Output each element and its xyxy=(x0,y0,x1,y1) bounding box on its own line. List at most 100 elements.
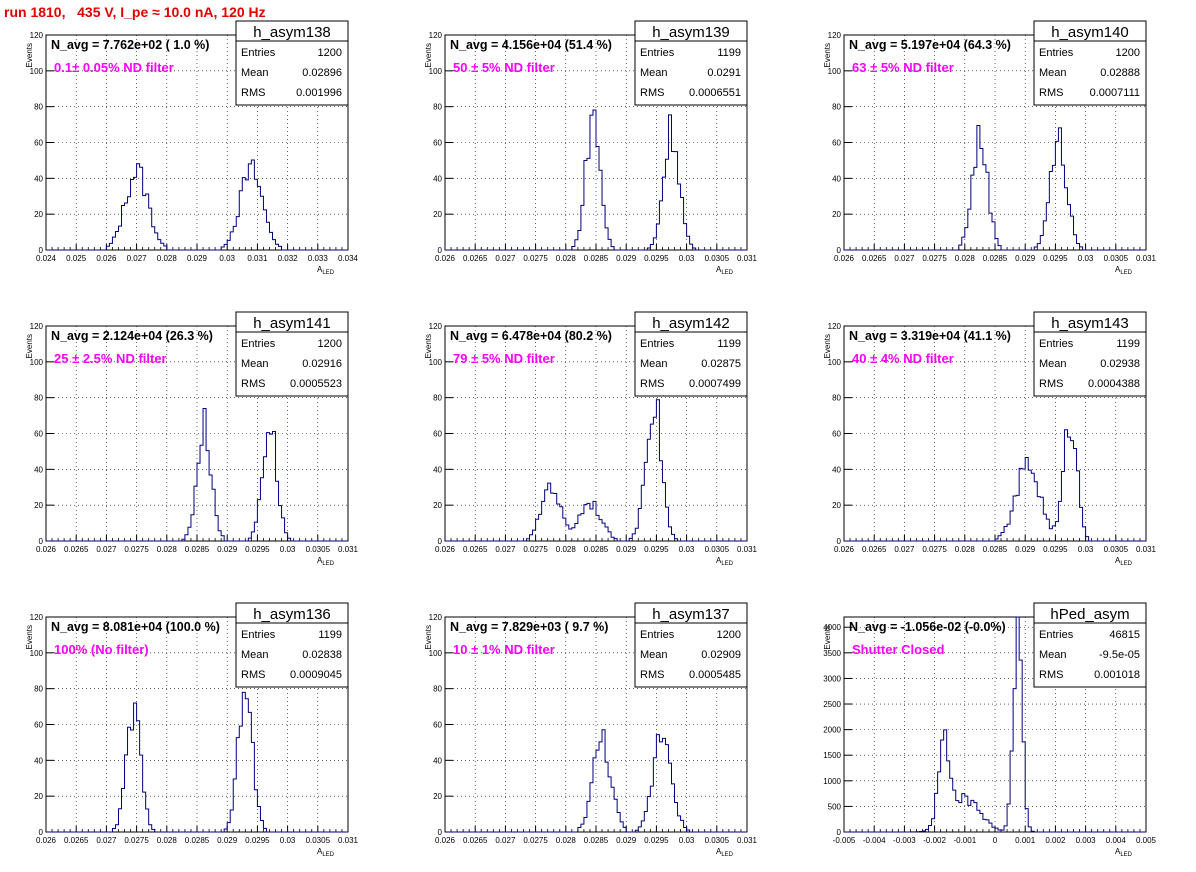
stat-value-rms: 0.001996 xyxy=(296,87,342,99)
x-tick-label: 0.029 xyxy=(616,836,637,845)
x-axis-label: ALED xyxy=(317,847,335,858)
histogram-panel-hPed_asym: -0.005 -0.004 -0.003 -0.002 -0.001 0 0.001 0.00… xyxy=(823,602,1157,858)
histogram-name: h_asym137 xyxy=(652,606,730,623)
x-tick-label: 0.024 xyxy=(36,254,57,263)
stats-box: h_asym142 Entries 1199 Mean 0.02875 RMS 0.0007… xyxy=(634,311,748,397)
histogram-name: h_asym138 xyxy=(253,24,331,41)
x-tick-label: 0.03 xyxy=(1078,545,1094,554)
navg-label: N_avg = 3.319e+04 (41.1 %) xyxy=(849,329,1011,343)
stat-value-entries: 1200 xyxy=(318,338,342,350)
x-tick-label: 0.031 xyxy=(1136,545,1157,554)
x-tick-label: 0.0285 xyxy=(983,545,1008,554)
stats-box-frame xyxy=(634,602,748,688)
navg-label: N_avg = 6.478e+04 (80.2 %) xyxy=(450,329,612,343)
stat-label-rms: RMS xyxy=(1039,669,1063,681)
x-tick-label: 0.0305 xyxy=(705,545,730,554)
stat-value-rms: 0.0007499 xyxy=(689,378,741,390)
x-tick-label: 0.0265 xyxy=(862,254,887,263)
stat-value-rms: 0.0009045 xyxy=(290,669,342,681)
y-tick-label: 100 xyxy=(828,358,842,367)
navg-label: N_avg = 7.829e+03 ( 9.7 %) xyxy=(450,620,608,634)
stats-box: h_asym140 Entries 1200 Mean 0.02888 RMS 0.0007… xyxy=(1033,20,1147,106)
x-tick-label: 0.0275 xyxy=(124,836,149,845)
stats-box: h_asym139 Entries 1199 Mean 0.0291 RMS 0.00065… xyxy=(634,20,748,106)
x-axis-label: ALED xyxy=(317,556,335,567)
y-tick-label: 20 xyxy=(832,210,841,219)
x-axis-label: ALED xyxy=(1115,556,1133,567)
filter-label: 79 ± 5% ND filter xyxy=(453,351,555,366)
x-tick-label: 0.0295 xyxy=(245,836,270,845)
histogram-panel-h_asym140: 0.026 0.0265 0.027 0.0275 0.028 0.0285 0.029 0.… xyxy=(823,20,1157,276)
y-tick-label: 60 xyxy=(433,721,442,730)
x-tick-label: 0 xyxy=(993,836,998,845)
y-tick-label: 60 xyxy=(832,139,841,148)
stat-label-mean: Mean xyxy=(640,649,668,661)
x-tick-label: 0.03 xyxy=(679,254,695,263)
stat-label-rms: RMS xyxy=(640,87,664,99)
stat-value-entries: 1200 xyxy=(717,629,741,641)
y-axis-label: Events xyxy=(823,625,832,649)
stat-label-rms: RMS xyxy=(241,378,265,390)
y-axis-label: Events xyxy=(25,43,34,67)
histogram-panel-h_asym142: 0.026 0.0265 0.027 0.0275 0.028 0.0285 0.029 0.… xyxy=(424,311,758,567)
x-tick-label: 0.028 xyxy=(157,254,178,263)
x-tick-label: 0.0285 xyxy=(983,254,1008,263)
stat-label-mean: Mean xyxy=(1039,67,1067,79)
stats-box-frame xyxy=(235,20,349,106)
x-tick-label: 0.031 xyxy=(338,836,359,845)
x-tick-label: 0.0275 xyxy=(523,836,548,845)
x-tick-label: 0.027 xyxy=(495,254,516,263)
x-tick-label: 0.0285 xyxy=(185,836,210,845)
histogram-line xyxy=(844,125,1146,251)
stat-label-rms: RMS xyxy=(1039,378,1063,390)
y-tick-label: 120 xyxy=(30,613,44,622)
y-tick-label: 0 xyxy=(438,246,443,255)
y-tick-label: 80 xyxy=(832,103,841,112)
x-tick-label: 0.028 xyxy=(556,545,577,554)
stat-label-rms: RMS xyxy=(241,87,265,99)
x-tick-label: 0.027 xyxy=(96,836,117,845)
x-tick-label: 0.028 xyxy=(157,545,178,554)
x-axis-label: ALED xyxy=(317,265,335,276)
histogram-line xyxy=(445,399,747,542)
y-tick-label: 60 xyxy=(832,430,841,439)
stats-box-frame xyxy=(235,311,349,397)
x-tick-label: 0.0265 xyxy=(862,545,887,554)
x-tick-label: 0.0305 xyxy=(1104,545,1129,554)
y-tick-label: 100 xyxy=(30,358,44,367)
histogram-panel-h_asym141: 0.026 0.0265 0.027 0.0275 0.028 0.0285 0.029 0.… xyxy=(25,311,359,567)
x-tick-label: 0.0285 xyxy=(584,836,609,845)
y-tick-label: 80 xyxy=(34,103,43,112)
stat-label-entries: Entries xyxy=(241,338,276,350)
y-tick-label: 0 xyxy=(438,537,443,546)
stat-value-entries: 46815 xyxy=(1109,629,1140,641)
stat-value-mean: 0.0291 xyxy=(707,67,741,79)
x-tick-label: 0.032 xyxy=(278,254,299,263)
x-tick-label: 0.031 xyxy=(737,545,758,554)
y-tick-label: 20 xyxy=(433,792,442,801)
histogram-line xyxy=(844,429,1146,542)
stat-value-mean: 0.02888 xyxy=(1100,67,1140,79)
x-tick-label: 0.026 xyxy=(36,836,57,845)
x-tick-label: 0.0305 xyxy=(306,545,331,554)
stat-label-entries: Entries xyxy=(640,47,675,59)
x-tick-label: 0.031 xyxy=(338,545,359,554)
y-tick-label: 120 xyxy=(429,613,443,622)
x-tick-label: 0.031 xyxy=(247,254,268,263)
stats-box-frame xyxy=(634,311,748,397)
x-tick-label: 0.004 xyxy=(1106,836,1127,845)
x-tick-label: 0.0295 xyxy=(644,545,669,554)
y-tick-label: 0 xyxy=(837,537,842,546)
y-tick-label: 500 xyxy=(828,802,842,811)
x-tick-label: 0.026 xyxy=(96,254,117,263)
y-tick-label: 120 xyxy=(429,31,443,40)
y-tick-label: 20 xyxy=(433,501,442,510)
histogram-name: h_asym140 xyxy=(1051,24,1129,41)
x-axis-label: ALED xyxy=(716,847,734,858)
y-axis-label: Events xyxy=(424,625,433,649)
x-axis-label: ALED xyxy=(716,556,734,567)
stats-box-frame xyxy=(1033,311,1147,397)
y-tick-label: 0 xyxy=(438,828,443,837)
x-tick-label: 0.031 xyxy=(1136,254,1157,263)
histogram-name: h_asym142 xyxy=(652,315,730,332)
